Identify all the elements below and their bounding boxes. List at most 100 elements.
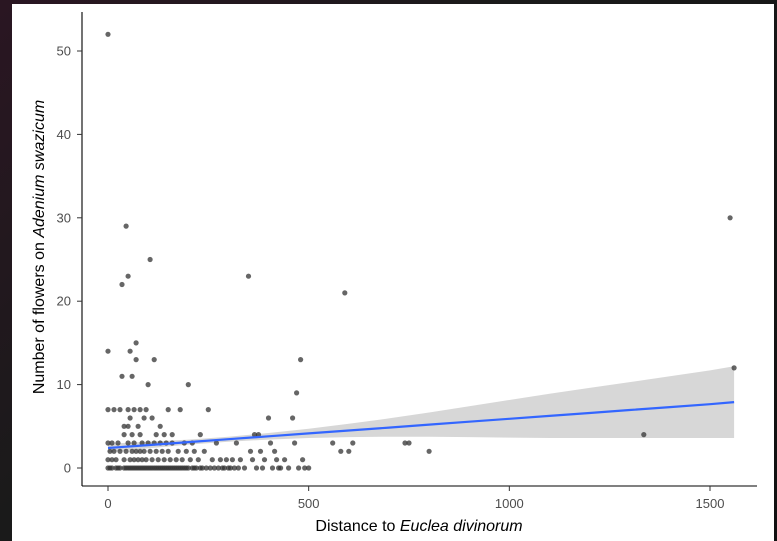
data-point bbox=[117, 465, 123, 471]
data-point bbox=[259, 465, 266, 471]
data-point bbox=[149, 415, 155, 421]
data-point bbox=[175, 448, 181, 454]
data-point bbox=[127, 457, 133, 463]
x-tick-label: 500 bbox=[298, 496, 320, 511]
data-point bbox=[165, 407, 171, 413]
y-axis-title-plain: Number of flowers on bbox=[31, 238, 48, 395]
data-point bbox=[233, 440, 239, 446]
data-point bbox=[167, 457, 173, 463]
data-point bbox=[261, 457, 268, 463]
data-point bbox=[133, 340, 139, 346]
data-point bbox=[205, 407, 211, 413]
data-point bbox=[153, 448, 159, 454]
data-point bbox=[282, 457, 288, 463]
x-tick-label: 1500 bbox=[696, 496, 725, 511]
data-point bbox=[117, 448, 123, 454]
data-point bbox=[125, 440, 131, 446]
y-tick-label: 30 bbox=[57, 210, 71, 225]
data-point bbox=[265, 415, 272, 421]
data-point bbox=[137, 432, 143, 438]
data-point bbox=[169, 432, 175, 438]
data-point bbox=[201, 448, 207, 454]
data-point bbox=[173, 457, 179, 463]
data-point bbox=[245, 273, 252, 279]
data-point bbox=[119, 281, 125, 288]
data-point bbox=[209, 457, 215, 463]
data-point bbox=[302, 465, 308, 471]
data-point bbox=[121, 432, 127, 438]
chart-card: 0 500 1000 1500 0 10 20 30 40 50 Distance to Eucl… bbox=[12, 4, 774, 541]
data-point bbox=[125, 407, 131, 413]
data-point bbox=[109, 440, 115, 446]
data-point bbox=[131, 440, 137, 446]
y-tick-label: 10 bbox=[57, 377, 71, 392]
data-point bbox=[105, 348, 111, 354]
data-point bbox=[278, 465, 284, 471]
data-point bbox=[117, 407, 123, 413]
data-point bbox=[177, 407, 183, 413]
data-point bbox=[342, 290, 348, 296]
x-tick-label: 1000 bbox=[495, 496, 524, 511]
x-tick-label: 0 bbox=[104, 496, 111, 511]
data-point bbox=[217, 457, 223, 463]
data-point bbox=[406, 440, 412, 446]
data-point bbox=[187, 457, 193, 463]
x-axis-title-plain: Distance to bbox=[315, 518, 399, 535]
data-point bbox=[272, 448, 278, 454]
data-point bbox=[105, 457, 111, 463]
data-point bbox=[237, 457, 243, 463]
data-point bbox=[125, 423, 131, 429]
data-point bbox=[141, 415, 147, 421]
data-point bbox=[135, 423, 141, 429]
data-point bbox=[127, 348, 133, 354]
trend-line bbox=[107, 401, 735, 450]
y-axis-title-italic: Adenium swazicum bbox=[31, 100, 48, 239]
data-point bbox=[338, 448, 344, 454]
data-point bbox=[193, 465, 199, 471]
data-point bbox=[165, 448, 171, 454]
data-point bbox=[231, 465, 237, 471]
data-point bbox=[109, 457, 115, 463]
data-point bbox=[143, 457, 149, 463]
data-point bbox=[330, 440, 336, 446]
data-point bbox=[129, 432, 135, 438]
data-point bbox=[221, 465, 227, 471]
data-point bbox=[123, 223, 129, 229]
data-point bbox=[227, 465, 233, 471]
data-point bbox=[137, 407, 143, 413]
data-point bbox=[105, 407, 111, 413]
data-point bbox=[267, 440, 274, 446]
data-point bbox=[185, 465, 191, 471]
data-point bbox=[139, 457, 145, 463]
data-point bbox=[147, 448, 153, 454]
confidence-band-layer bbox=[108, 366, 735, 453]
data-point bbox=[223, 457, 229, 463]
data-point bbox=[247, 448, 254, 454]
data-point bbox=[137, 448, 143, 454]
y-tick-label: 0 bbox=[64, 461, 71, 476]
data-point bbox=[135, 457, 141, 463]
data-point bbox=[155, 457, 161, 463]
data-point bbox=[195, 457, 201, 463]
data-point bbox=[306, 465, 312, 471]
data-point bbox=[641, 432, 647, 438]
data-point bbox=[115, 440, 121, 446]
x-axis-title-italic: Euclea divinorum bbox=[400, 518, 523, 535]
trend-line-layer bbox=[107, 401, 735, 450]
data-point bbox=[213, 440, 219, 446]
data-point bbox=[274, 457, 280, 463]
y-tick-label: 20 bbox=[57, 294, 71, 309]
data-point bbox=[153, 432, 159, 438]
data-point bbox=[131, 457, 137, 463]
data-point bbox=[127, 415, 133, 421]
data-point bbox=[159, 448, 165, 454]
data-point bbox=[113, 457, 119, 463]
data-point bbox=[426, 448, 432, 454]
data-point bbox=[294, 390, 300, 396]
data-point bbox=[292, 440, 298, 446]
data-point bbox=[151, 357, 157, 363]
data-point bbox=[123, 448, 129, 454]
data-point bbox=[207, 465, 213, 471]
data-point bbox=[183, 448, 189, 454]
data-point bbox=[105, 440, 111, 446]
